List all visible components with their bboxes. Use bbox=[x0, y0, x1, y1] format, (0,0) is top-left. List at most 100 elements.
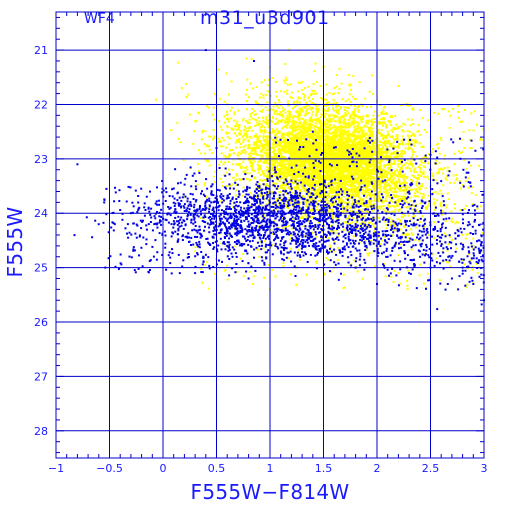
yellow-point bbox=[291, 91, 293, 94]
yellow-point bbox=[325, 139, 329, 143]
yellow-point bbox=[242, 145, 245, 148]
yellow-point bbox=[347, 98, 350, 101]
yellow-point bbox=[416, 203, 419, 206]
yellow-point bbox=[196, 183, 199, 186]
yellow-point bbox=[365, 155, 369, 159]
yellow-point bbox=[442, 172, 445, 175]
yellow-point bbox=[239, 146, 242, 149]
yellow-point bbox=[284, 124, 287, 127]
yellow-point bbox=[443, 232, 446, 235]
yellow-point bbox=[255, 101, 258, 104]
yellow-point bbox=[217, 68, 220, 71]
yellow-point bbox=[289, 96, 292, 99]
yellow-point bbox=[262, 136, 265, 139]
yellow-point bbox=[407, 233, 410, 236]
yellow-point bbox=[361, 152, 364, 156]
yellow-point bbox=[338, 129, 341, 132]
yellow-point bbox=[382, 135, 386, 139]
yellow-point bbox=[311, 113, 314, 116]
yellow-point bbox=[279, 164, 282, 167]
yellow-point bbox=[204, 182, 206, 185]
yellow-point bbox=[332, 159, 336, 163]
yellow-point bbox=[303, 87, 306, 90]
yellow-point bbox=[230, 127, 233, 130]
yellow-point bbox=[370, 137, 373, 140]
yellow-point bbox=[231, 183, 234, 186]
yellow-point bbox=[397, 210, 400, 213]
yellow-point bbox=[365, 190, 368, 193]
yellow-point bbox=[400, 150, 403, 153]
yellow-point bbox=[203, 184, 206, 187]
yellow-point bbox=[403, 150, 406, 153]
yellow-point bbox=[298, 101, 301, 104]
yellow-point bbox=[424, 176, 427, 179]
yellow-point bbox=[310, 129, 312, 132]
yellow-point bbox=[362, 129, 365, 132]
yellow-point bbox=[389, 142, 393, 146]
yellow-point bbox=[303, 138, 306, 141]
yellow-point bbox=[284, 119, 287, 122]
yellow-point bbox=[311, 165, 314, 168]
yellow-point bbox=[343, 214, 346, 217]
yellow-point bbox=[395, 199, 398, 202]
yellow-point bbox=[332, 124, 335, 127]
yellow-point bbox=[223, 115, 226, 118]
yellow-point bbox=[368, 202, 371, 205]
yellow-point bbox=[413, 151, 416, 153]
yellow-point bbox=[270, 163, 274, 166]
yellow-point bbox=[332, 134, 336, 138]
yellow-point bbox=[332, 171, 335, 174]
yellow-point bbox=[368, 175, 371, 178]
yellow-point bbox=[299, 121, 302, 124]
yellow-point bbox=[367, 200, 371, 203]
yellow-point bbox=[334, 197, 337, 200]
yellow-point bbox=[394, 114, 397, 117]
yellow-point bbox=[340, 151, 344, 155]
yellow-point bbox=[427, 162, 430, 165]
yellow-point bbox=[336, 193, 340, 197]
yellow-point bbox=[373, 219, 376, 222]
yellow-point bbox=[208, 145, 211, 148]
yellow-point bbox=[296, 99, 299, 102]
yellow-point bbox=[278, 101, 281, 104]
yellow-point bbox=[260, 125, 263, 128]
yellow-point bbox=[296, 104, 298, 107]
yellow-point bbox=[408, 186, 411, 189]
yellow-point bbox=[293, 120, 296, 123]
yellow-point bbox=[411, 174, 414, 177]
yellow-point bbox=[264, 106, 267, 109]
yellow-point bbox=[347, 217, 349, 219]
yellow-point bbox=[353, 153, 357, 157]
yellow-point bbox=[340, 132, 343, 134]
yellow-point bbox=[348, 196, 350, 199]
yellow-point bbox=[370, 142, 373, 145]
yellow-point bbox=[399, 168, 402, 171]
yellow-point bbox=[450, 220, 453, 223]
yellow-point bbox=[295, 133, 298, 136]
yellow-point bbox=[353, 125, 356, 128]
yellow-point bbox=[267, 122, 270, 125]
yellow-point bbox=[352, 164, 355, 166]
yellow-point bbox=[365, 121, 369, 125]
yellow-point bbox=[479, 205, 482, 208]
yellow-point bbox=[235, 178, 238, 181]
yellow-point bbox=[338, 164, 340, 167]
yellow-point bbox=[252, 158, 255, 161]
yellow-point bbox=[311, 173, 314, 177]
yellow-point bbox=[297, 143, 301, 147]
yellow-point bbox=[288, 187, 291, 189]
yellow-point bbox=[317, 108, 320, 110]
yellow-point bbox=[368, 90, 371, 93]
yellow-point bbox=[211, 113, 214, 116]
yellow-point bbox=[299, 201, 302, 204]
yellow-point bbox=[307, 200, 310, 203]
yellow-point bbox=[237, 128, 240, 131]
yellow-point bbox=[357, 122, 360, 125]
yellow-point bbox=[323, 139, 326, 142]
yellow-point bbox=[290, 173, 293, 177]
yellow-point bbox=[303, 146, 306, 149]
yellow-point bbox=[314, 104, 317, 106]
yellow-point bbox=[358, 151, 362, 155]
yellow-point bbox=[310, 194, 313, 197]
yellow-point bbox=[254, 124, 257, 127]
